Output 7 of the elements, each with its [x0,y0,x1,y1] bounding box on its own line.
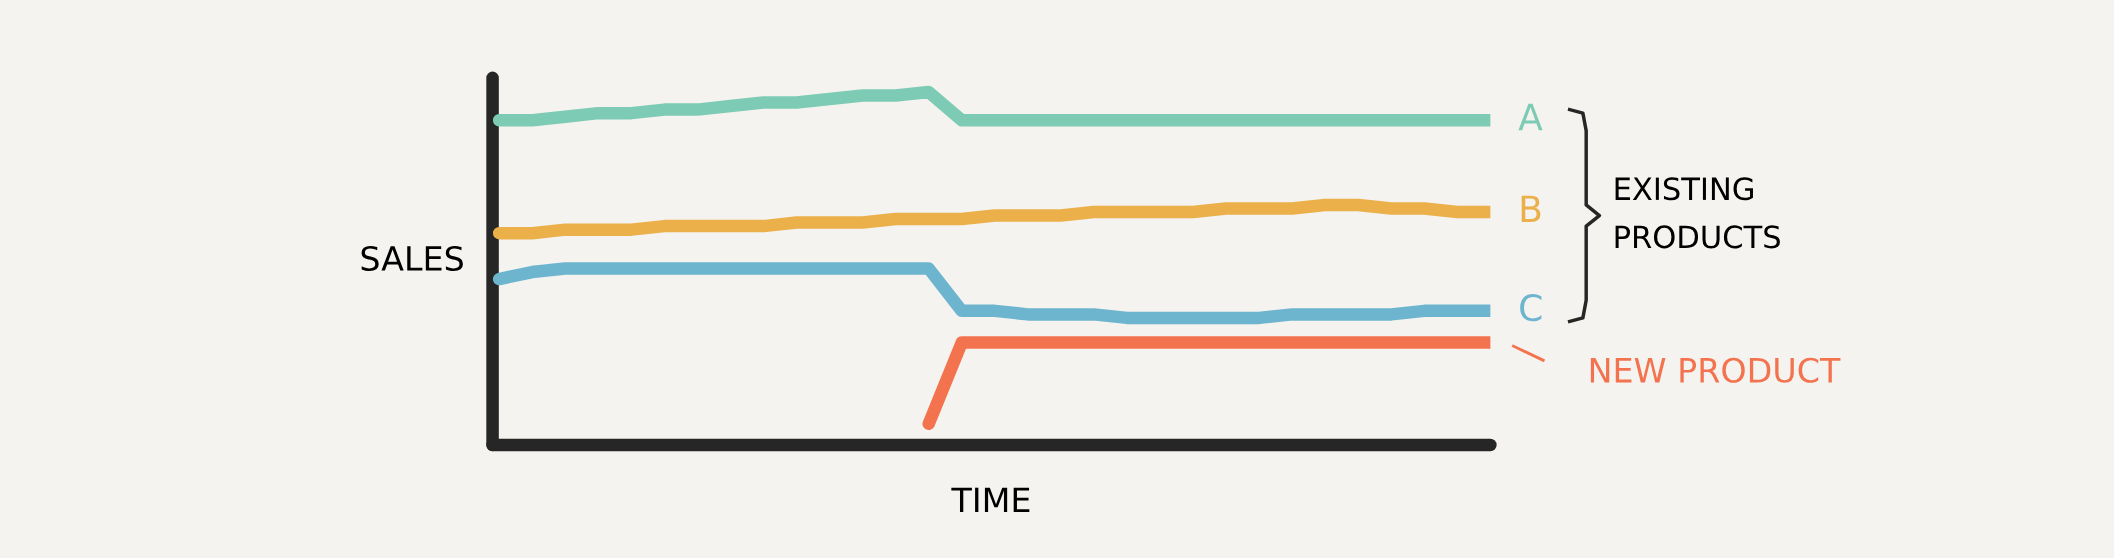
series-label: C [1520,294,1542,322]
x-axis-title: TIME [951,487,1030,512]
series-label: B [1521,195,1541,222]
legend-label: NEW PRODUCT [1590,357,1841,383]
series-label: A [1518,103,1543,131]
y-axis-title: SALES [361,245,463,272]
text: EXISTING PRODUCTS [1615,177,1780,249]
